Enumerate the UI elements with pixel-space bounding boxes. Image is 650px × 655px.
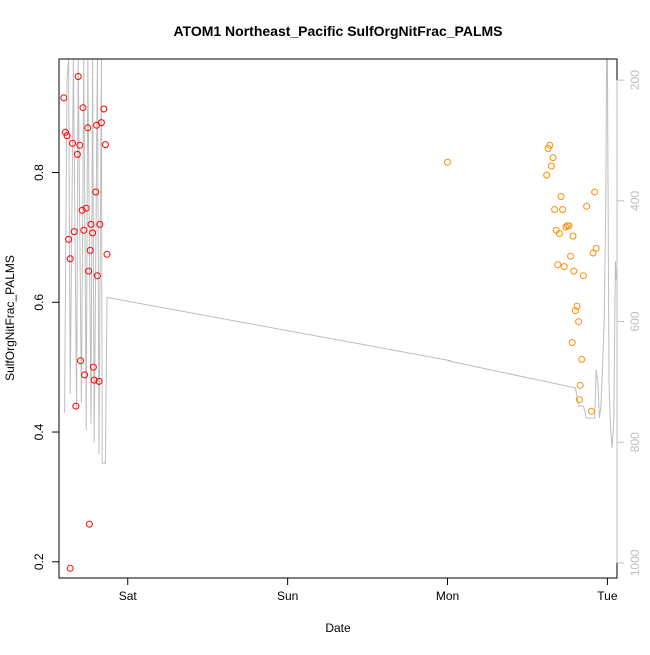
data-point (63, 132, 71, 140)
x-tick-label: Sat (119, 589, 138, 603)
data-point (61, 128, 69, 136)
x-axis-label: Date (325, 621, 351, 635)
data-point (76, 141, 84, 149)
y2-tick-label: 600 (628, 311, 642, 331)
data-point (92, 188, 100, 196)
data-point (575, 396, 583, 404)
data-point (551, 206, 559, 213)
y-tick-label: 0.4 (32, 423, 46, 440)
data-point (78, 206, 86, 214)
data-point (60, 94, 68, 102)
chart-title: ATOM1 Northeast_Pacific SulfOrgNitFrac_P… (173, 23, 502, 39)
x-tick-label: Mon (436, 589, 459, 603)
data-point (567, 252, 575, 260)
data-point (549, 154, 557, 162)
y-tick-label: 0.8 (32, 164, 46, 181)
data-point (79, 104, 87, 112)
data-point (565, 222, 573, 230)
data-point (555, 230, 563, 237)
data-point (70, 228, 78, 236)
data-point (592, 244, 600, 252)
data-point (557, 193, 565, 200)
data-point (85, 520, 93, 528)
data-point (575, 318, 583, 326)
data-point (100, 105, 108, 113)
data-point (560, 263, 568, 271)
y2-tick-label: 800 (628, 432, 642, 452)
data-point (562, 223, 570, 231)
data-point (589, 249, 597, 257)
data-point (546, 141, 554, 149)
data-point (74, 73, 82, 80)
data-point (85, 267, 93, 275)
y-axis-label: SulfOrgNitFrac_PALMS (3, 255, 17, 381)
data-point (84, 124, 92, 132)
data-point (569, 232, 577, 240)
y2-tick-label: 1000 (628, 549, 642, 576)
data-point (578, 355, 586, 363)
data-point (80, 226, 88, 234)
y2-tick-label: 400 (628, 190, 642, 210)
data-point (568, 339, 576, 346)
data-point (570, 267, 578, 275)
data-point (591, 188, 599, 196)
y-tick-label: 0.6 (32, 294, 46, 311)
data-point (559, 206, 567, 213)
data-point (587, 407, 595, 415)
data-point (576, 381, 584, 389)
data-point (66, 255, 74, 263)
x-tick-label: Sun (277, 589, 298, 603)
data-point (90, 376, 98, 384)
data-point (579, 272, 587, 280)
data-point (93, 272, 101, 280)
data-point (97, 119, 105, 127)
data-point (583, 202, 591, 210)
data-point (73, 150, 81, 158)
data-point (573, 302, 581, 310)
data-point (86, 246, 94, 254)
data-point (95, 377, 103, 385)
data-point (66, 564, 74, 572)
data-point (82, 204, 90, 212)
data-point (81, 371, 89, 379)
plot-layer: Sat Sun Mon Tue 0.2 0.4 0.6 0.8 200 400 600 800 1000 (32, 58, 642, 603)
data-point (77, 357, 85, 365)
y-tick-label: 0.2 (32, 553, 46, 570)
data-point (547, 162, 555, 170)
data-point (543, 171, 551, 179)
data-point (571, 307, 579, 315)
data-point (444, 158, 451, 166)
data-point (89, 363, 97, 371)
data-point (65, 235, 73, 243)
x-tick-label: Tue (597, 589, 618, 603)
data-point (87, 220, 95, 228)
data-point (101, 141, 109, 149)
data-point (554, 261, 562, 269)
data-point (89, 229, 97, 237)
y2-tick-label: 200 (628, 70, 642, 90)
data-point (96, 220, 104, 228)
data-point (69, 139, 77, 147)
data-point (72, 402, 80, 410)
data-point (103, 250, 111, 258)
